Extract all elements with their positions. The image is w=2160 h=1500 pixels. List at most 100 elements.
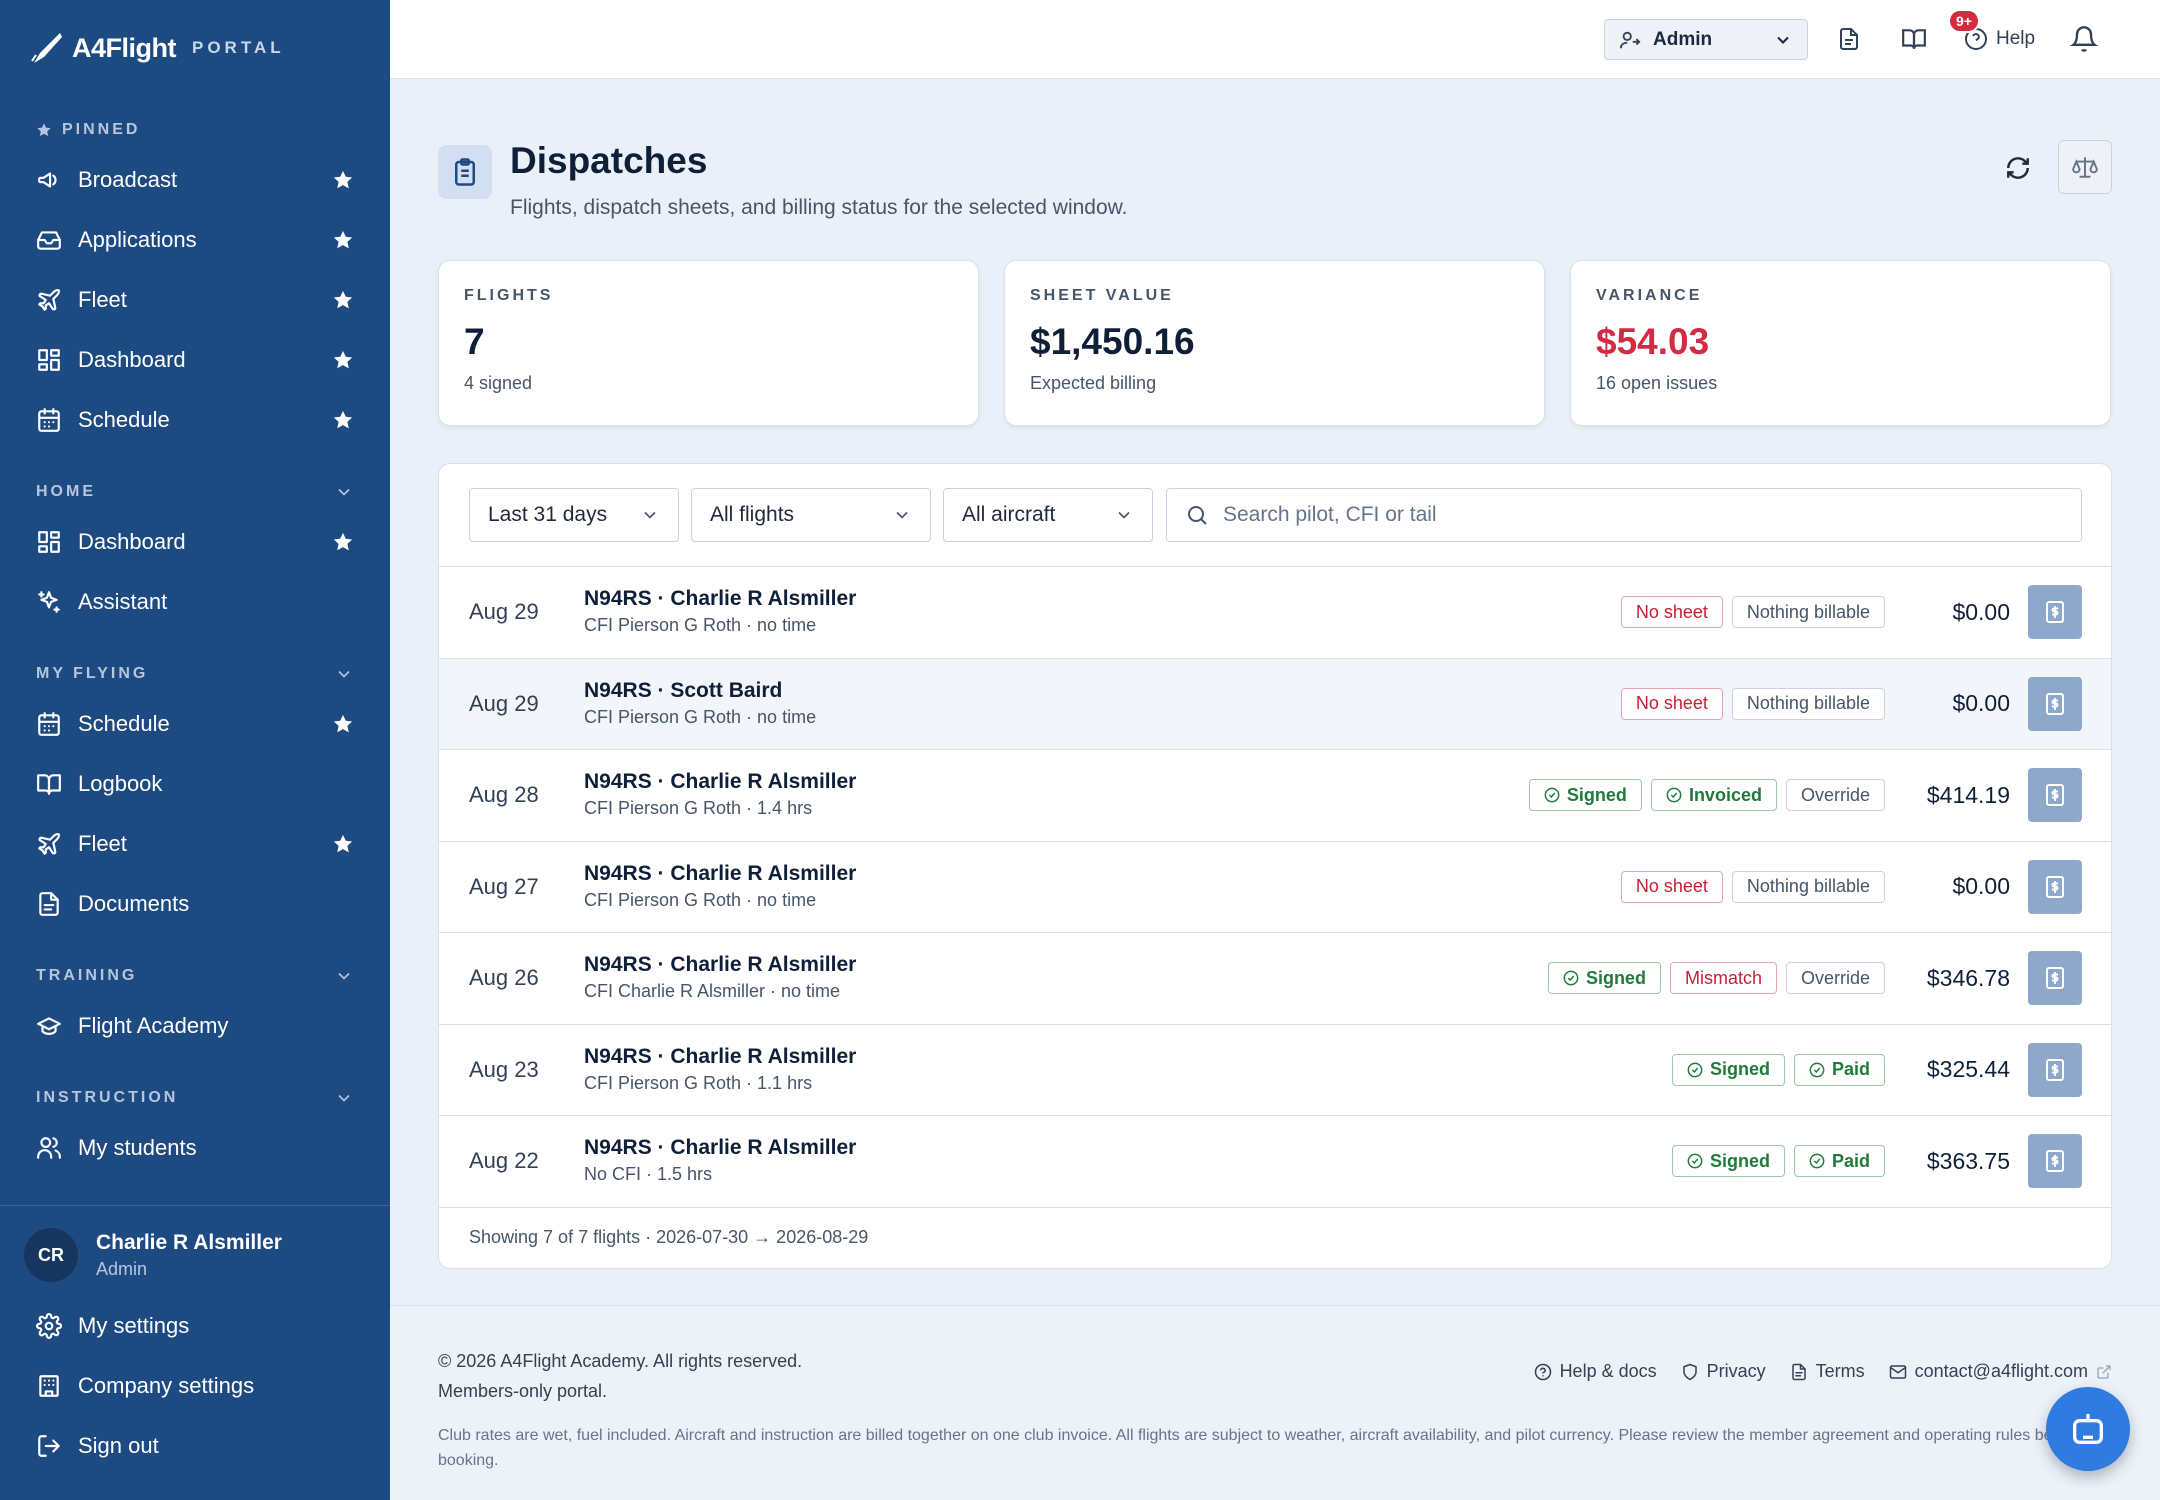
section-header[interactable]: HOME xyxy=(0,472,390,512)
sparkles-icon xyxy=(36,589,62,615)
sidebar-item-dashboard[interactable]: Dashboard xyxy=(0,330,390,390)
sidebar-item-schedule[interactable]: Schedule xyxy=(0,390,390,450)
plane-icon xyxy=(38,288,61,311)
row-main: N94RS · Charlie R Alsmiller CFI Pierson … xyxy=(584,770,856,819)
status-badge: No sheet xyxy=(1620,870,1723,903)
grid-icon xyxy=(36,347,62,373)
footer-link[interactable]: contact@a4flight.com xyxy=(1889,1361,2112,1382)
sidebar-item-flight-academy[interactable]: Flight Academy xyxy=(0,996,390,1056)
table-row[interactable]: Aug 26 N94RS · Charlie R Alsmiller CFI C… xyxy=(439,933,2111,1025)
star-icon[interactable] xyxy=(332,349,354,371)
sidebar-item-assistant[interactable]: Assistant xyxy=(0,572,390,632)
sidebar-item-schedule[interactable]: Schedule xyxy=(0,694,390,754)
footer-link[interactable]: Terms xyxy=(1790,1361,1865,1382)
open-sheet-button[interactable] xyxy=(2028,585,2082,640)
document-icon xyxy=(36,891,62,917)
clipboard-icon xyxy=(438,145,492,199)
sidebar-item-fleet[interactable]: Fleet xyxy=(0,814,390,874)
row-date: Aug 23 xyxy=(469,1056,539,1082)
section-header[interactable]: INSTRUCTION xyxy=(0,1078,390,1118)
sidebar-item-documents[interactable]: Documents xyxy=(0,874,390,934)
user-card[interactable]: CR Charlie R Alsmiller Admin xyxy=(0,1206,390,1296)
section-header[interactable]: TRAINING xyxy=(0,956,390,996)
search-box[interactable] xyxy=(1166,488,2082,542)
row-title[interactable]: N94RS · Charlie R Alsmiller xyxy=(584,1044,857,1068)
brand-name: A4Flight xyxy=(72,32,177,63)
status-badge: Paid xyxy=(1793,1145,1885,1178)
table-row[interactable]: Aug 29 N94RS · Charlie R Alsmiller CFI P… xyxy=(439,567,2111,659)
open-sheet-button[interactable] xyxy=(2028,676,2082,731)
guide-button[interactable] xyxy=(1897,22,1931,56)
stat-label: VARIANCE xyxy=(1596,287,1703,304)
sidebar-item-dashboard[interactable]: Dashboard xyxy=(0,512,390,572)
notifications-button[interactable] xyxy=(2067,22,2101,56)
footer-link[interactable]: Privacy xyxy=(1681,1361,1766,1382)
plane-icon xyxy=(36,831,62,857)
row-title[interactable]: N94RS · Charlie R Alsmiller xyxy=(584,1136,857,1159)
sidebar-item-logbook[interactable]: Logbook xyxy=(0,754,390,814)
sidebar-item-broadcast[interactable]: Broadcast xyxy=(0,150,390,210)
row-date: Aug 22 xyxy=(469,1148,539,1174)
open-sheet-button[interactable] xyxy=(2028,859,2082,914)
star-icon[interactable] xyxy=(332,169,354,191)
row-title[interactable]: N94RS · Scott Baird xyxy=(584,678,783,702)
check-circle-icon xyxy=(1687,1062,1703,1078)
sidebar-nav[interactable]: PINNED Broadcast Applications Fleet Dash… xyxy=(0,110,390,1205)
status-badge: Signed xyxy=(1671,1053,1785,1086)
user-name: Charlie R Alsmiller xyxy=(96,1230,282,1254)
help-link[interactable]: Help xyxy=(1964,22,2035,56)
flights-select[interactable]: All flights xyxy=(691,488,931,542)
refresh-button[interactable] xyxy=(1998,148,2038,188)
open-sheet-button[interactable] xyxy=(2028,1134,2082,1189)
sidebar-item-applications[interactable]: Applications xyxy=(0,210,390,270)
open-sheet-button[interactable] xyxy=(2028,1042,2082,1097)
role-switcher[interactable]: Admin xyxy=(1604,19,1808,60)
footer-link[interactable]: Help & docs xyxy=(1534,1361,1657,1382)
table-row[interactable]: Aug 27 N94RS · Charlie R Alsmiller CFI P… xyxy=(439,842,2111,933)
star-icon[interactable] xyxy=(332,229,354,251)
plane-icon xyxy=(36,287,62,313)
row-title[interactable]: N94RS · Charlie R Alsmiller xyxy=(584,953,857,976)
row-amount: $0.00 xyxy=(1952,690,2010,717)
sidebar-item-sign-out[interactable]: Sign out xyxy=(0,1416,390,1476)
sidebar-item-company-settings[interactable]: Company settings xyxy=(0,1356,390,1416)
table-row[interactable]: Aug 29 N94RS · Scott Baird CFI Pierson G… xyxy=(439,658,2111,750)
reconcile-button[interactable] xyxy=(2058,140,2112,194)
star-icon[interactable] xyxy=(332,713,354,735)
star-icon[interactable] xyxy=(332,409,354,431)
shield-icon xyxy=(1682,1363,1697,1380)
chevron-down-icon[interactable] xyxy=(334,966,354,986)
assistant-button[interactable] xyxy=(2046,1387,2130,1471)
invoice-icon xyxy=(2046,875,2064,898)
sidebar-item-my-students[interactable]: My students xyxy=(0,1118,390,1178)
open-sheet-button[interactable] xyxy=(2028,768,2082,823)
sidebar-item-my-settings[interactable]: My settings xyxy=(0,1296,390,1356)
row-title[interactable]: N94RS · Charlie R Alsmiller xyxy=(584,861,857,885)
check-circle-icon xyxy=(1687,1153,1703,1169)
section-header[interactable]: MY FLYING xyxy=(0,654,390,694)
star-icon[interactable] xyxy=(332,289,354,311)
star-icon[interactable] xyxy=(332,531,354,553)
chevron-down-icon[interactable] xyxy=(334,1088,354,1108)
chevron-down-icon[interactable] xyxy=(334,482,354,502)
open-sheet-button[interactable] xyxy=(2028,951,2082,1006)
table-row[interactable]: Aug 28 N94RS · Charlie R Alsmiller CFI P… xyxy=(439,750,2111,842)
star-icon[interactable] xyxy=(332,833,354,855)
calendar-icon xyxy=(38,712,60,736)
row-title[interactable]: N94RS · Charlie R Alsmiller xyxy=(584,770,857,793)
footer-links: Help & docs Privacy Terms contact@a4flig… xyxy=(1534,1361,2112,1382)
table-row[interactable]: Aug 22 N94RS · Charlie R Alsmiller No CF… xyxy=(439,1116,2111,1208)
brand[interactable]: A4Flight PORTAL xyxy=(30,28,285,68)
user-switch-icon xyxy=(1619,31,1641,48)
documents-button[interactable] xyxy=(1832,22,1866,56)
stat-sub: 16 open issues xyxy=(1596,373,1718,393)
row-title[interactable]: N94RS · Charlie R Alsmiller xyxy=(584,587,857,610)
sidebar-item-fleet[interactable]: Fleet xyxy=(0,270,390,330)
status-badge: Signed xyxy=(1671,1145,1785,1178)
aircraft-select[interactable]: All aircraft xyxy=(943,488,1153,542)
chevron-down-icon[interactable] xyxy=(334,664,354,684)
search-input[interactable] xyxy=(1223,503,2063,527)
flights-value: All flights xyxy=(710,503,795,526)
table-row[interactable]: Aug 23 N94RS · Charlie R Alsmiller CFI P… xyxy=(439,1025,2111,1116)
date-range-select[interactable]: Last 31 days xyxy=(469,488,679,542)
